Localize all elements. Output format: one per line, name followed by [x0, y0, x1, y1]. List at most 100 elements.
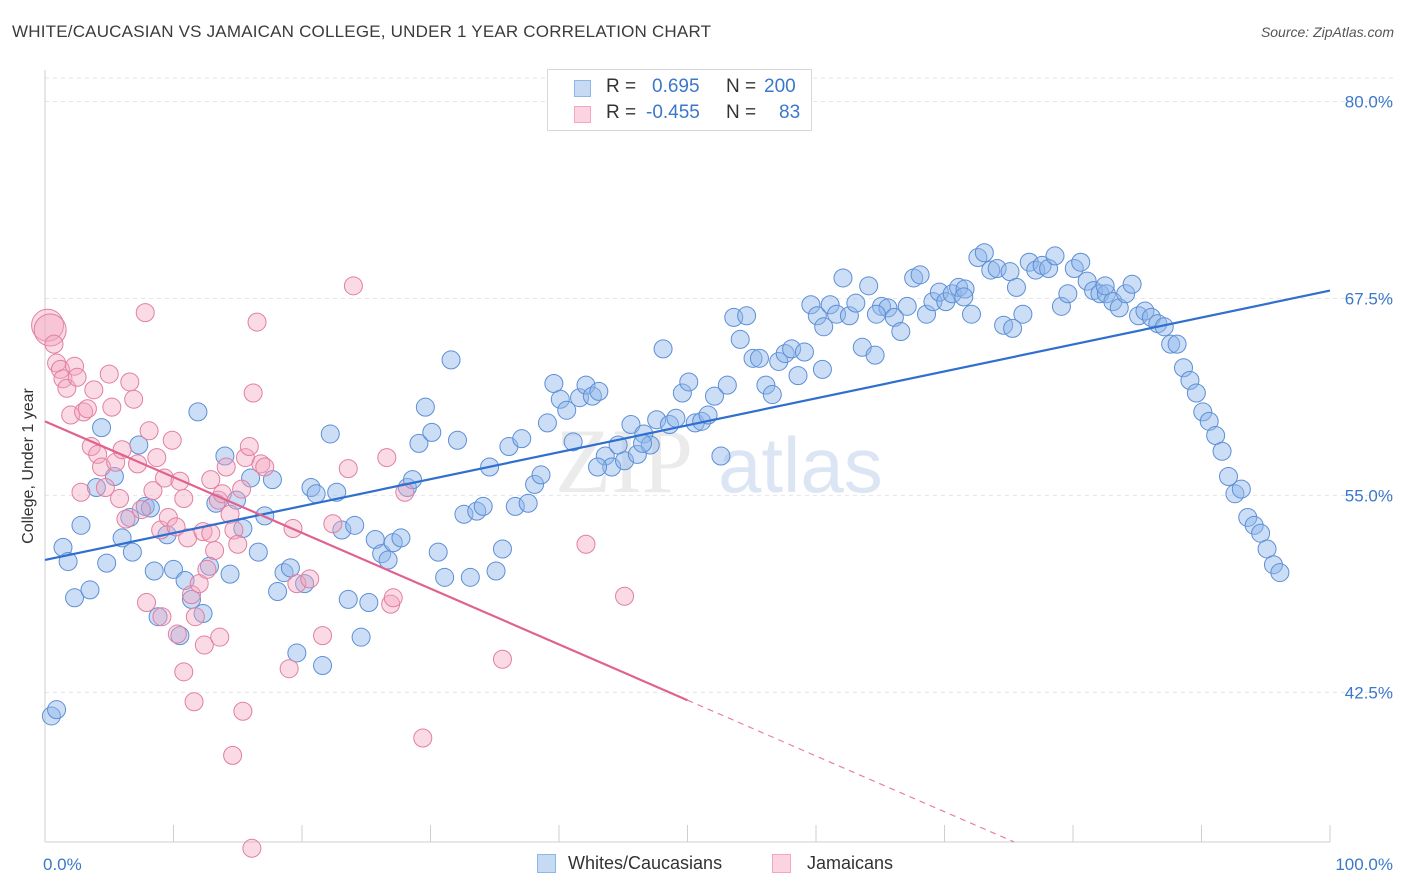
- point-white: [512, 429, 532, 449]
- point-white: [1167, 334, 1187, 354]
- point-white: [71, 515, 91, 535]
- point-white: [378, 550, 398, 570]
- point-white: [122, 542, 142, 562]
- point-jamaican: [135, 303, 155, 323]
- point-white: [460, 567, 480, 587]
- point-white: [936, 292, 956, 312]
- point-jamaican: [147, 448, 167, 468]
- trend-line-jamaicans: [44, 420, 688, 702]
- point-white: [1013, 304, 1033, 324]
- point-white: [447, 430, 467, 450]
- point-white: [1238, 507, 1258, 527]
- point-white: [92, 418, 112, 438]
- point-jamaican: [99, 364, 119, 384]
- point-jamaican: [71, 482, 91, 502]
- point-jamaican: [143, 481, 163, 501]
- point-white: [486, 561, 506, 581]
- point-white: [653, 339, 673, 359]
- stats-legend: R = 0.695 N = 200 R = -0.455 N = 83: [547, 69, 812, 131]
- point-white: [1180, 370, 1200, 390]
- point-white: [801, 295, 821, 315]
- point-jamaican: [185, 607, 205, 627]
- point-white: [878, 298, 898, 318]
- legend-row-whites: R = 0.695 N = 200: [548, 75, 811, 101]
- x-tick-label-max: 100.0%: [1335, 855, 1393, 874]
- point-jamaican: [102, 397, 122, 417]
- watermark-atlas: atlas: [718, 421, 883, 509]
- point-jamaican: [576, 534, 596, 554]
- point-jamaican: [124, 389, 144, 409]
- point-white: [1058, 284, 1078, 304]
- series-whites: [41, 243, 1290, 726]
- point-white: [627, 444, 647, 464]
- point-white: [65, 588, 85, 608]
- point-white: [711, 446, 731, 466]
- point-white: [1161, 334, 1181, 354]
- point-white: [473, 496, 493, 516]
- point-white: [981, 260, 1001, 280]
- point-white: [1199, 411, 1219, 431]
- point-white: [814, 317, 834, 337]
- point-white: [1186, 383, 1206, 403]
- point-white: [338, 589, 358, 609]
- point-white: [621, 414, 641, 434]
- point-white: [492, 539, 512, 559]
- point-white: [144, 561, 164, 581]
- point-jamaican: [44, 334, 64, 354]
- point-white: [518, 493, 538, 513]
- point-white: [794, 342, 814, 362]
- trend-line-jamaicans-extrapolated: [687, 699, 1015, 843]
- point-jamaican: [95, 478, 115, 498]
- point-white: [788, 366, 808, 386]
- point-jamaican: [201, 470, 221, 490]
- chart-source: Source: ZipAtlas.com: [1260, 24, 1394, 40]
- point-white: [409, 433, 429, 453]
- legend-r-label: R =: [606, 76, 637, 97]
- y-axis-title: College, Under 1 year: [20, 388, 37, 544]
- point-white: [1231, 479, 1251, 499]
- point-jamaican: [242, 838, 262, 858]
- point-white: [365, 530, 385, 550]
- point-white: [537, 413, 557, 433]
- bottom-legend-label-jamaicans: Jamaicans: [807, 853, 894, 873]
- y-tick-label: 80.0%: [1345, 93, 1393, 112]
- point-jamaican: [228, 534, 248, 554]
- point-white: [199, 556, 219, 576]
- legend-swatch-whites: [574, 80, 591, 97]
- point-jamaican: [61, 405, 81, 425]
- y-tick-label: 55.0%: [1345, 486, 1393, 505]
- point-white: [961, 304, 981, 324]
- point-jamaican: [33, 313, 67, 347]
- point-white: [505, 496, 525, 516]
- point-white: [807, 306, 827, 326]
- point-white: [1244, 515, 1264, 535]
- chart-title: WHITE/CAUCASIAN VS JAMAICAN COLLEGE, UND…: [12, 22, 712, 41]
- series-jamaicans: [31, 276, 635, 858]
- point-white: [313, 656, 333, 676]
- point-white: [422, 422, 442, 442]
- point-jamaican: [174, 662, 194, 682]
- point-white: [782, 339, 802, 359]
- point-jamaican: [247, 312, 267, 332]
- bottom-legend-label-whites: Whites/Caucasians: [568, 853, 723, 873]
- point-white: [987, 259, 1007, 279]
- legend-n-label: N =: [726, 76, 757, 97]
- legend-n-value: 200: [764, 76, 796, 97]
- point-white: [1051, 296, 1071, 316]
- point-white: [550, 389, 570, 409]
- point-jamaican: [167, 624, 187, 644]
- point-white: [812, 359, 832, 379]
- point-white: [1218, 466, 1238, 486]
- point-jamaican: [116, 509, 136, 529]
- point-white: [351, 627, 371, 647]
- point-jamaican: [158, 507, 178, 527]
- point-white: [743, 348, 763, 368]
- point-jamaican: [184, 692, 204, 712]
- legend-n-value: 83: [779, 102, 801, 123]
- point-white: [717, 375, 737, 395]
- point-white: [955, 279, 975, 299]
- point-jamaican: [343, 276, 363, 296]
- point-white: [666, 408, 686, 428]
- y-tick-labels: 42.5% 55.0% 67.5% 80.0%: [1345, 93, 1393, 703]
- point-jamaican: [323, 514, 343, 534]
